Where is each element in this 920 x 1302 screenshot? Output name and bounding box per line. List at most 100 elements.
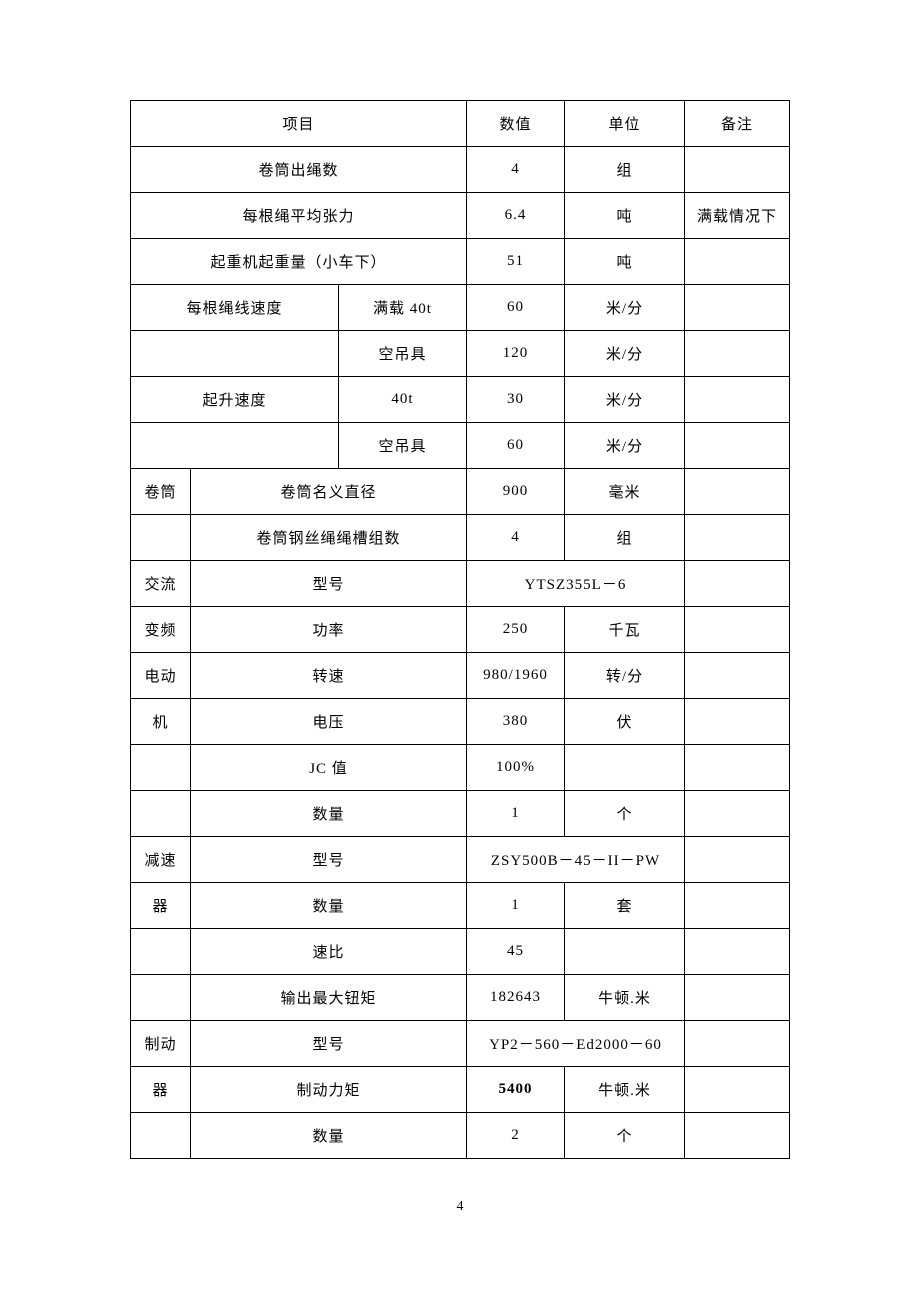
- cell-remark: [685, 147, 790, 193]
- spec-table: 项目 数值 单位 备注 卷筒出绳数 4 组 每根绳平均张力 6.4 吨 满载情况…: [130, 100, 790, 1159]
- cell-remark: [685, 331, 790, 377]
- cell-sub: 型号: [191, 1021, 467, 1067]
- cell-unit: 组: [565, 515, 685, 561]
- header-remark: 备注: [685, 101, 790, 147]
- cell-value: 4: [467, 515, 565, 561]
- cell-value: 120: [467, 331, 565, 377]
- cell-unit: 毫米: [565, 469, 685, 515]
- cell-item: 卷筒出绳数: [131, 147, 467, 193]
- cell-remark: [685, 469, 790, 515]
- cell-sub: 型号: [191, 561, 467, 607]
- cell-item: [131, 423, 339, 469]
- header-item: 项目: [131, 101, 467, 147]
- cell-sub: 卷筒名义直径: [191, 469, 467, 515]
- cell-value: YTSZ355L－6: [467, 561, 685, 607]
- table-row: 空吊具 60 米/分: [131, 423, 790, 469]
- cell-sub: 输出最大钮矩: [191, 975, 467, 1021]
- table-row: 机 电压 380 伏: [131, 699, 790, 745]
- cell-sub: JC 值: [191, 745, 467, 791]
- cell-item: 每根绳线速度: [131, 285, 339, 331]
- cell-group: 卷筒: [131, 469, 191, 515]
- cell-sub: 型号: [191, 837, 467, 883]
- table-body: 项目 数值 单位 备注 卷筒出绳数 4 组 每根绳平均张力 6.4 吨 满载情况…: [131, 101, 790, 1159]
- cell-sub: 转速: [191, 653, 467, 699]
- cell-unit: 米/分: [565, 331, 685, 377]
- cell-value: 900: [467, 469, 565, 515]
- cell-group: [131, 929, 191, 975]
- cell-item: [131, 331, 339, 377]
- table-row: 卷筒钢丝绳绳槽组数 4 组: [131, 515, 790, 561]
- cell-sub: 满载 40t: [339, 285, 467, 331]
- cell-remark: [685, 377, 790, 423]
- table-row: 电动 转速 980/1960 转/分: [131, 653, 790, 699]
- cell-group: 电动: [131, 653, 191, 699]
- cell-remark: 满载情况下: [685, 193, 790, 239]
- cell-unit: 组: [565, 147, 685, 193]
- cell-group: [131, 515, 191, 561]
- cell-unit: 吨: [565, 193, 685, 239]
- cell-sub: 数量: [191, 1113, 467, 1159]
- table-row: 器 制动力矩 5400 牛顿.米: [131, 1067, 790, 1113]
- cell-unit: 个: [565, 1113, 685, 1159]
- table-header-row: 项目 数值 单位 备注: [131, 101, 790, 147]
- cell-value: 250: [467, 607, 565, 653]
- cell-unit: 牛顿.米: [565, 975, 685, 1021]
- cell-value: 100%: [467, 745, 565, 791]
- cell-value: 1: [467, 883, 565, 929]
- cell-unit: 米/分: [565, 423, 685, 469]
- cell-remark: [685, 653, 790, 699]
- table-row: 起升速度 40t 30 米/分: [131, 377, 790, 423]
- cell-unit: 吨: [565, 239, 685, 285]
- cell-group: 器: [131, 1067, 191, 1113]
- table-row: 卷筒出绳数 4 组: [131, 147, 790, 193]
- table-row: 每根绳线速度 满载 40t 60 米/分: [131, 285, 790, 331]
- cell-remark: [685, 239, 790, 285]
- cell-remark: [685, 837, 790, 883]
- table-row: 空吊具 120 米/分: [131, 331, 790, 377]
- cell-value: ZSY500B－45－II－PW: [467, 837, 685, 883]
- cell-remark: [685, 1113, 790, 1159]
- cell-remark: [685, 745, 790, 791]
- cell-sub: 40t: [339, 377, 467, 423]
- cell-value: 380: [467, 699, 565, 745]
- table-row: 每根绳平均张力 6.4 吨 满载情况下: [131, 193, 790, 239]
- cell-value: 4: [467, 147, 565, 193]
- cell-remark: [685, 515, 790, 561]
- cell-unit: 千瓦: [565, 607, 685, 653]
- cell-item: 起升速度: [131, 377, 339, 423]
- cell-sub: 功率: [191, 607, 467, 653]
- cell-value: 182643: [467, 975, 565, 1021]
- cell-remark: [685, 883, 790, 929]
- table-row: 数量 2 个: [131, 1113, 790, 1159]
- cell-sub: 制动力矩: [191, 1067, 467, 1113]
- table-row: 速比 45: [131, 929, 790, 975]
- cell-unit: [565, 929, 685, 975]
- cell-value: 1: [467, 791, 565, 837]
- cell-sub: 速比: [191, 929, 467, 975]
- page-number: 4: [130, 1199, 790, 1215]
- cell-remark: [685, 285, 790, 331]
- cell-unit: 转/分: [565, 653, 685, 699]
- cell-group: [131, 745, 191, 791]
- cell-value: 6.4: [467, 193, 565, 239]
- cell-value: 60: [467, 285, 565, 331]
- cell-remark: [685, 607, 790, 653]
- cell-group: [131, 791, 191, 837]
- cell-sub: 空吊具: [339, 423, 467, 469]
- cell-unit: [565, 745, 685, 791]
- cell-remark: [685, 699, 790, 745]
- table-row: 输出最大钮矩 182643 牛顿.米: [131, 975, 790, 1021]
- table-row: 器 数量 1 套: [131, 883, 790, 929]
- cell-unit: 米/分: [565, 285, 685, 331]
- cell-group: 制动: [131, 1021, 191, 1067]
- cell-remark: [685, 791, 790, 837]
- cell-item: 起重机起重量（小车下）: [131, 239, 467, 285]
- cell-unit: 米/分: [565, 377, 685, 423]
- cell-sub: 空吊具: [339, 331, 467, 377]
- cell-remark: [685, 561, 790, 607]
- cell-unit: 个: [565, 791, 685, 837]
- cell-sub: 数量: [191, 883, 467, 929]
- cell-value: YP2－560－Ed2000－60: [467, 1021, 685, 1067]
- table-row: 变频 功率 250 千瓦: [131, 607, 790, 653]
- cell-unit: 伏: [565, 699, 685, 745]
